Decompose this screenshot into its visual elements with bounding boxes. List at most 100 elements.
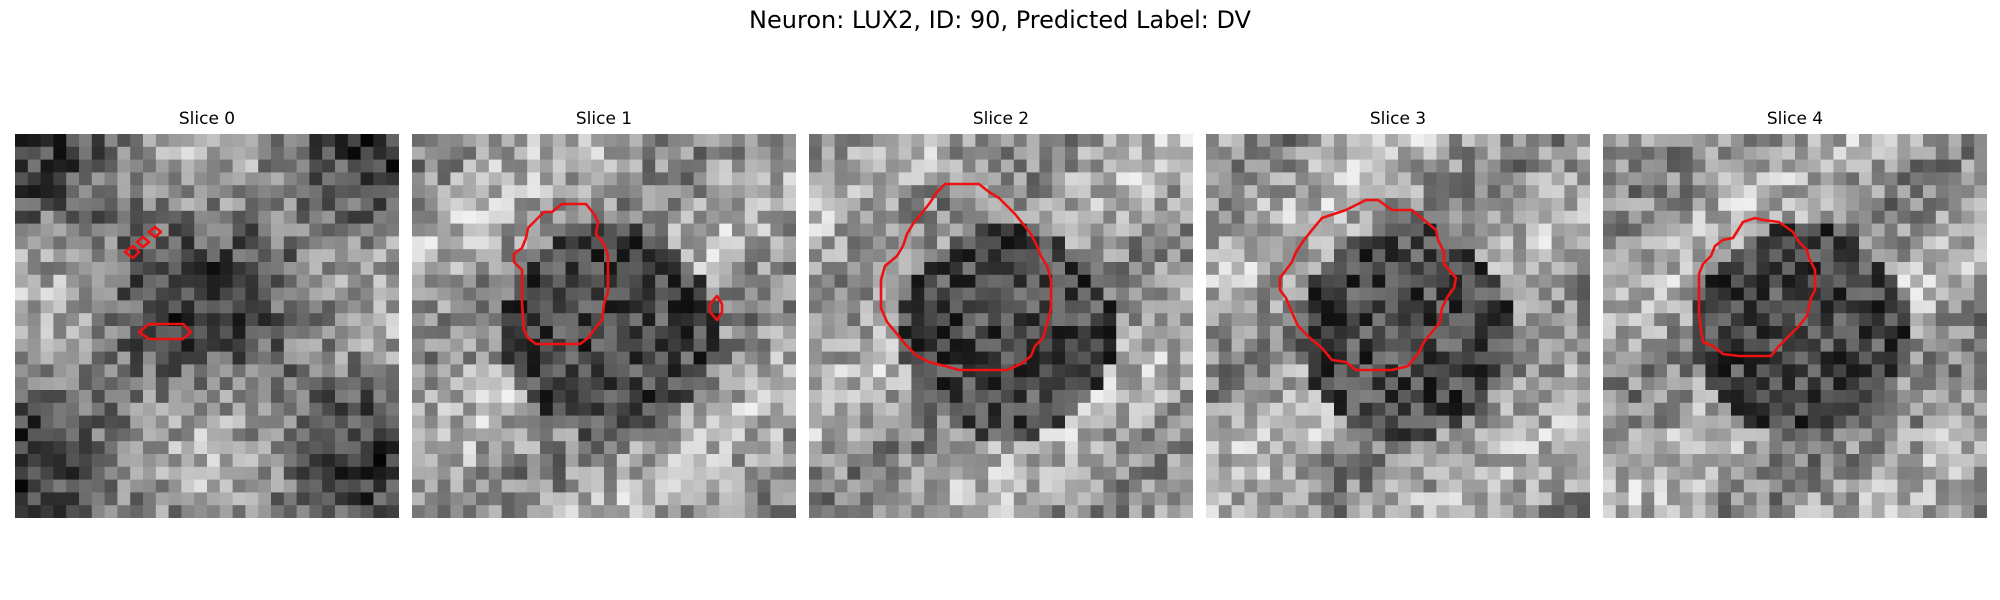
pixel xyxy=(1116,505,1130,518)
pixel xyxy=(360,249,374,263)
pixel xyxy=(1923,454,1937,468)
pixel xyxy=(501,377,515,391)
pixel xyxy=(1090,287,1104,301)
pixel xyxy=(1295,134,1309,148)
pixel xyxy=(616,146,630,160)
pixel xyxy=(1833,287,1847,301)
pixel xyxy=(514,134,528,148)
pixel xyxy=(1449,402,1463,416)
pixel xyxy=(540,262,554,276)
pixel xyxy=(1961,262,1975,276)
pixel xyxy=(373,415,387,429)
pixel xyxy=(283,441,297,455)
pixel xyxy=(424,185,438,199)
pixel xyxy=(232,390,246,404)
pixel xyxy=(1257,454,1271,468)
pixel xyxy=(719,377,733,391)
pixel xyxy=(117,300,131,314)
pixel xyxy=(1270,415,1284,429)
pixel xyxy=(386,364,399,378)
pixel xyxy=(283,492,297,506)
pixel xyxy=(1065,146,1079,160)
pixel xyxy=(732,466,746,480)
pixel xyxy=(1129,274,1143,288)
pixel xyxy=(885,134,899,148)
pixel xyxy=(1013,466,1027,480)
slice-title-1: Slice 1 xyxy=(575,109,633,129)
pixel xyxy=(1577,402,1590,416)
pixel xyxy=(1551,441,1565,455)
pixel xyxy=(1372,454,1386,468)
pixel xyxy=(91,338,105,352)
pixel xyxy=(1564,326,1578,340)
pixel xyxy=(1577,364,1590,378)
pixel xyxy=(706,390,720,404)
pixel xyxy=(821,492,835,506)
pixel xyxy=(296,300,310,314)
pixel xyxy=(1321,262,1335,276)
pixel xyxy=(1769,364,1783,378)
pixel xyxy=(15,441,29,455)
pixel xyxy=(1884,454,1898,468)
pixel xyxy=(1654,338,1668,352)
pixel xyxy=(1961,415,1975,429)
pixel xyxy=(988,223,1002,237)
pixel xyxy=(1935,210,1949,224)
pixel xyxy=(53,287,67,301)
pixel xyxy=(1308,159,1322,173)
pixel xyxy=(1129,377,1143,391)
pixel xyxy=(1974,364,1987,378)
pixel xyxy=(219,146,233,160)
pixel xyxy=(962,159,976,173)
pixel xyxy=(770,428,784,442)
pixel xyxy=(1807,172,1821,186)
pixel xyxy=(309,492,323,506)
pixel xyxy=(962,466,976,480)
pixel xyxy=(706,454,720,468)
pixel xyxy=(79,505,93,518)
pixel xyxy=(1833,402,1847,416)
pixel xyxy=(962,185,976,199)
pixel xyxy=(15,402,29,416)
pixel xyxy=(258,326,272,340)
pixel xyxy=(565,172,579,186)
pixel xyxy=(1013,313,1027,327)
pixel xyxy=(1667,428,1681,442)
pixel xyxy=(1654,172,1668,186)
pixel xyxy=(501,198,515,212)
pixel xyxy=(1039,364,1053,378)
pixel xyxy=(1385,313,1399,327)
pixel xyxy=(335,134,349,148)
pixel xyxy=(1398,428,1412,442)
pixel xyxy=(1910,236,1924,250)
pixel xyxy=(1859,505,1873,518)
pixel xyxy=(1935,415,1949,429)
pixel xyxy=(706,262,720,276)
pixel xyxy=(463,415,477,429)
pixel xyxy=(1449,505,1463,518)
pixel xyxy=(271,454,285,468)
pixel xyxy=(860,134,874,148)
pixel xyxy=(1538,415,1552,429)
pixel xyxy=(1756,364,1770,378)
pixel xyxy=(604,454,618,468)
pixel xyxy=(668,210,682,224)
pixel xyxy=(322,326,336,340)
pixel xyxy=(79,159,93,173)
pixel xyxy=(1462,326,1476,340)
pixel xyxy=(347,262,361,276)
pixel xyxy=(988,210,1002,224)
pixel xyxy=(514,492,528,506)
pixel xyxy=(1807,236,1821,250)
pixel xyxy=(873,236,887,250)
pixel xyxy=(1615,185,1629,199)
pixel xyxy=(1500,505,1514,518)
pixel xyxy=(309,185,323,199)
pixel xyxy=(1603,159,1617,173)
pixel xyxy=(1654,210,1668,224)
pixel xyxy=(1308,274,1322,288)
pixel xyxy=(757,274,771,288)
pixel xyxy=(1295,338,1309,352)
pixel xyxy=(207,274,221,288)
pixel xyxy=(1436,223,1450,237)
